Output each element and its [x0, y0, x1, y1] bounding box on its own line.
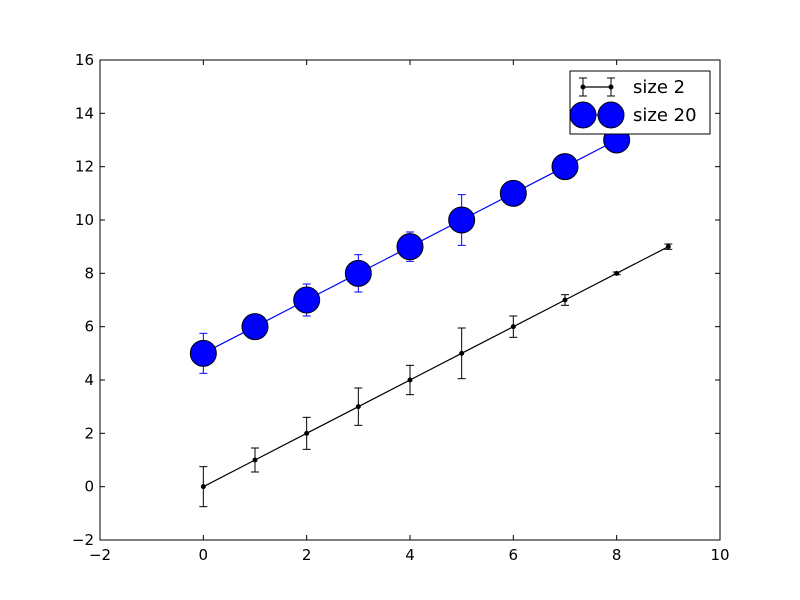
legend-marker — [608, 84, 614, 90]
y-tick-label: 8 — [84, 264, 94, 282]
tick-layer: −2 0 2 4 6 8 10 −2 0 2 4 6 8 10 12 14 16 — [72, 51, 730, 564]
data-point — [293, 286, 321, 314]
legend-marker — [597, 101, 625, 129]
data-point — [614, 270, 620, 276]
x-tick-label: 2 — [302, 546, 312, 564]
legend-marker — [569, 101, 597, 129]
series-0 — [199, 243, 673, 508]
series-line — [203, 112, 669, 354]
y-tick-label: 14 — [75, 104, 94, 122]
data-point — [562, 297, 568, 303]
data-point — [396, 233, 424, 261]
data-point — [241, 313, 269, 341]
data-point — [551, 153, 579, 181]
data-point — [448, 206, 476, 234]
data-point — [459, 350, 465, 356]
legend-marker — [580, 84, 586, 90]
y-tick-label: 6 — [84, 318, 94, 336]
data-point — [355, 404, 361, 410]
y-tick-label: 12 — [75, 158, 94, 176]
data-point — [344, 259, 372, 287]
data-point — [304, 430, 310, 436]
legend-label: size 2 — [633, 77, 685, 98]
data-point — [665, 244, 671, 250]
data-point — [200, 484, 206, 490]
x-tick-label: −2 — [89, 546, 111, 564]
legend-handle — [579, 77, 615, 97]
data-point — [252, 457, 258, 463]
series-line — [203, 246, 669, 488]
y-tick-label: 2 — [84, 424, 94, 442]
legend-label: size 20 — [633, 105, 697, 126]
x-tick-label: 8 — [612, 546, 622, 564]
y-tick-label: 10 — [75, 211, 94, 229]
data-point — [407, 377, 413, 383]
data-point — [510, 324, 516, 330]
x-tick-label: 4 — [405, 546, 415, 564]
data-point — [189, 339, 217, 367]
x-tick-label: 0 — [199, 546, 209, 564]
legend-handle — [569, 101, 625, 129]
x-tick-label: 6 — [509, 546, 519, 564]
y-tick-label: −2 — [72, 531, 94, 549]
y-tick-label: 0 — [84, 478, 94, 496]
y-tick-label: 16 — [75, 51, 94, 69]
data-point — [499, 179, 527, 207]
legend: size 2 size 20 — [569, 70, 711, 135]
x-tick-label: 10 — [710, 546, 729, 564]
y-tick-label: 4 — [84, 371, 94, 389]
